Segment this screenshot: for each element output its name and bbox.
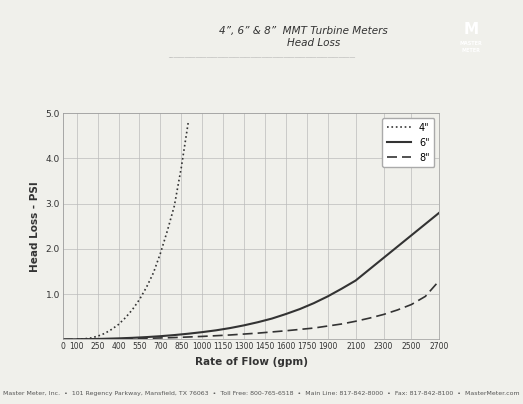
Text: MASTER
METER: MASTER METER	[459, 42, 482, 53]
8"	[60, 337, 66, 342]
4"	[137, 297, 143, 302]
6"	[297, 307, 303, 311]
Line: 4": 4"	[77, 122, 188, 339]
4"	[164, 228, 170, 233]
8"	[227, 332, 233, 337]
6"	[338, 286, 345, 291]
8"	[171, 335, 177, 340]
4"	[87, 336, 94, 341]
6"	[116, 336, 122, 341]
6"	[255, 320, 261, 324]
6"	[408, 233, 415, 238]
6"	[241, 323, 247, 328]
6"	[269, 316, 275, 321]
4"	[143, 285, 150, 290]
6"	[367, 267, 373, 271]
6"	[283, 311, 289, 316]
Text: ____________________________________________________________________: ________________________________________…	[168, 53, 355, 57]
Text: Master Meter, Inc.  •  101 Regency Parkway, Mansfield, TX 76063  •  Toll Free: 8: Master Meter, Inc. • 101 Regency Parkway…	[3, 391, 520, 396]
4"	[178, 165, 185, 170]
4"	[122, 315, 129, 320]
X-axis label: Rate of Flow (gpm): Rate of Flow (gpm)	[195, 357, 308, 367]
4"	[150, 270, 156, 275]
8"	[380, 312, 386, 317]
8"	[422, 294, 428, 299]
8"	[436, 278, 442, 283]
8"	[353, 319, 359, 324]
Text: 4”, 6” & 8”  MMT Turbine Meters: 4”, 6” & 8” MMT Turbine Meters	[219, 26, 388, 36]
4"	[108, 327, 115, 332]
6"	[353, 278, 359, 283]
4"	[101, 331, 108, 336]
6"	[436, 210, 442, 215]
4"	[171, 204, 177, 208]
Legend: 4", 6", 8": 4", 6", 8"	[382, 118, 435, 167]
Text: M: M	[463, 21, 478, 37]
6"	[422, 221, 428, 226]
6"	[60, 337, 66, 342]
6"	[394, 244, 401, 249]
8"	[394, 307, 401, 312]
Y-axis label: Head Loss - PSI: Head Loss - PSI	[30, 181, 40, 271]
6"	[227, 326, 233, 330]
8"	[87, 337, 94, 342]
4"	[157, 251, 164, 256]
4"	[116, 322, 122, 327]
8"	[199, 334, 206, 339]
Line: 8": 8"	[63, 280, 439, 339]
8"	[311, 326, 317, 330]
4"	[81, 337, 87, 341]
6"	[199, 330, 206, 335]
6"	[74, 337, 80, 342]
6"	[129, 335, 135, 340]
6"	[380, 255, 386, 260]
8"	[283, 328, 289, 333]
8"	[255, 331, 261, 336]
4"	[129, 307, 135, 312]
4"	[95, 334, 101, 339]
8"	[338, 322, 345, 326]
8"	[143, 336, 150, 341]
8"	[408, 302, 415, 307]
6"	[311, 301, 317, 305]
6"	[101, 337, 108, 341]
6"	[87, 337, 94, 341]
6"	[143, 335, 150, 339]
4"	[74, 337, 80, 341]
8"	[116, 337, 122, 341]
4"	[185, 120, 191, 124]
6"	[171, 332, 177, 337]
6"	[157, 334, 164, 339]
6"	[325, 294, 331, 299]
Line: 6": 6"	[63, 213, 439, 339]
8"	[367, 316, 373, 320]
Text: Head Loss: Head Loss	[287, 38, 340, 48]
6"	[185, 331, 191, 336]
6"	[213, 328, 219, 333]
